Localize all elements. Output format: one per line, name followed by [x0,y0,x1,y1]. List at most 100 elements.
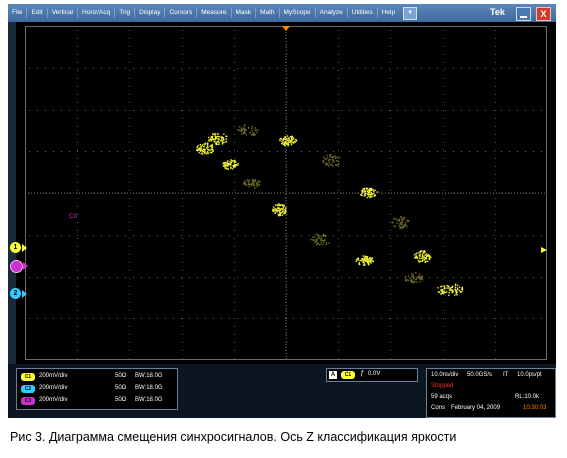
grid-dot [77,158,78,159]
cluster-point [243,129,246,131]
trigger-settings-box[interactable]: A C1 ƒ 0.0V [326,368,418,382]
grid-dot [413,151,414,152]
cluster-point [225,135,227,137]
grid-dot [189,193,190,194]
grid-dot [77,68,78,69]
grid-dot [157,68,158,69]
cluster-point [200,152,202,155]
cluster-point [424,260,427,262]
grid-dot [109,277,110,278]
cluster-point [322,160,324,163]
grid-dot [495,190,496,191]
grid-dot [389,68,390,69]
grid-dot [129,150,130,151]
grid-dot [234,334,235,335]
cluster-point [289,141,291,143]
grid-dot [461,110,462,111]
menu-trig[interactable]: Trig [119,9,131,16]
cluster-point [286,135,289,137]
grid-dot [133,318,134,319]
cluster-point [214,141,216,143]
menu-horiz-acq[interactable]: Horiz/Acq [82,9,111,16]
trigger-source: C1 [341,371,355,379]
grid-dot [129,206,130,207]
grid-dot [325,151,326,152]
cluster-point [216,143,218,146]
channel-row[interactable]: C2 200mV/div 50Ω BW:18.0G [21,384,173,395]
grid-dot [77,206,78,207]
menu-mask[interactable]: Mask [235,9,252,16]
grid-dot [325,68,326,69]
cluster-point [458,289,460,292]
grid-dot [338,222,339,223]
cluster-point [400,222,402,224]
grid-dot [77,358,78,359]
cluster-point [326,163,328,165]
grid-dot [461,318,462,319]
menu-myscope[interactable]: MyScope [283,9,311,16]
grid-dot [469,318,470,319]
grid-dot [234,326,235,327]
cluster-point [281,208,283,210]
grid-dot [101,277,102,278]
grid-dot [301,68,302,69]
channel-row[interactable]: C3 200mV/div 50Ω BW:18.0G [21,396,173,407]
grid-dot [221,193,222,194]
grid-dot [517,151,518,152]
menu-math[interactable]: Math [260,9,275,16]
status-panel: C1 200mV/div 50Ω BW:18.0G C2 200mV/div 5… [8,364,556,418]
grid-dot [189,110,190,111]
waveform-display[interactable]: CX 1 2 [10,22,556,364]
grid-dot [85,68,86,69]
grid-dot [197,235,198,236]
menu-display[interactable]: Display [139,9,161,16]
dropdown-icon[interactable]: ▼ [403,6,418,20]
grid-dot [333,151,334,152]
cluster-point [410,279,412,282]
grid-dot [286,102,287,103]
cluster-point [417,259,420,262]
menu-edit[interactable]: Edit [31,9,43,16]
channel-2-marker[interactable]: 2 [10,288,21,299]
grid-dot [469,68,470,69]
menu-help[interactable]: Help [381,9,396,16]
grid-dot [173,235,174,236]
grid-dot [495,166,496,167]
menu-file[interactable]: File [12,9,23,16]
menu-cursors[interactable]: Cursors [169,9,193,16]
cluster-point [452,291,454,293]
minimize-button[interactable] [516,7,531,21]
cluster-point [286,143,289,145]
menu-vertical[interactable]: Vertical [51,9,74,16]
cluster-point [367,261,370,263]
grid-dot [149,68,150,69]
cluster-point [329,159,331,161]
cluster-point [364,191,366,193]
menu-measure[interactable]: Measure [201,9,227,16]
cluster-point [250,134,253,136]
close-button[interactable]: X [536,7,551,21]
acquisition-info-box[interactable]: 10.0ns/div 50.0GS/s IT 10.0ps/pt Stopped… [426,368,556,418]
cluster-point [254,179,256,181]
cluster-point [278,207,280,209]
cluster-point [278,204,280,207]
menu-utilities[interactable]: Utilities [351,9,373,16]
grid-dot [525,193,526,194]
grid-dot [234,358,235,359]
cluster-point [234,166,236,168]
cluster-point [222,165,225,167]
menu-analyze[interactable]: Analyze [319,9,343,16]
channel-row[interactable]: C1 200mV/div 50Ω BW:18.0G [21,372,173,383]
grid-dot [77,238,78,239]
grid-dot [205,68,206,69]
cluster-point [376,191,379,193]
channel-3-marker[interactable] [10,260,23,273]
cluster-point [404,277,407,280]
cluster-point [408,220,410,222]
grid-dot [149,151,150,152]
channel-settings-box[interactable]: C1 200mV/div 50Ω BW:18.0G C2 200mV/div 5… [16,368,178,410]
grid-dot [390,54,391,55]
cluster-point [367,191,369,194]
grid-dot [234,94,235,95]
channel-1-marker[interactable]: 1 [10,242,21,253]
